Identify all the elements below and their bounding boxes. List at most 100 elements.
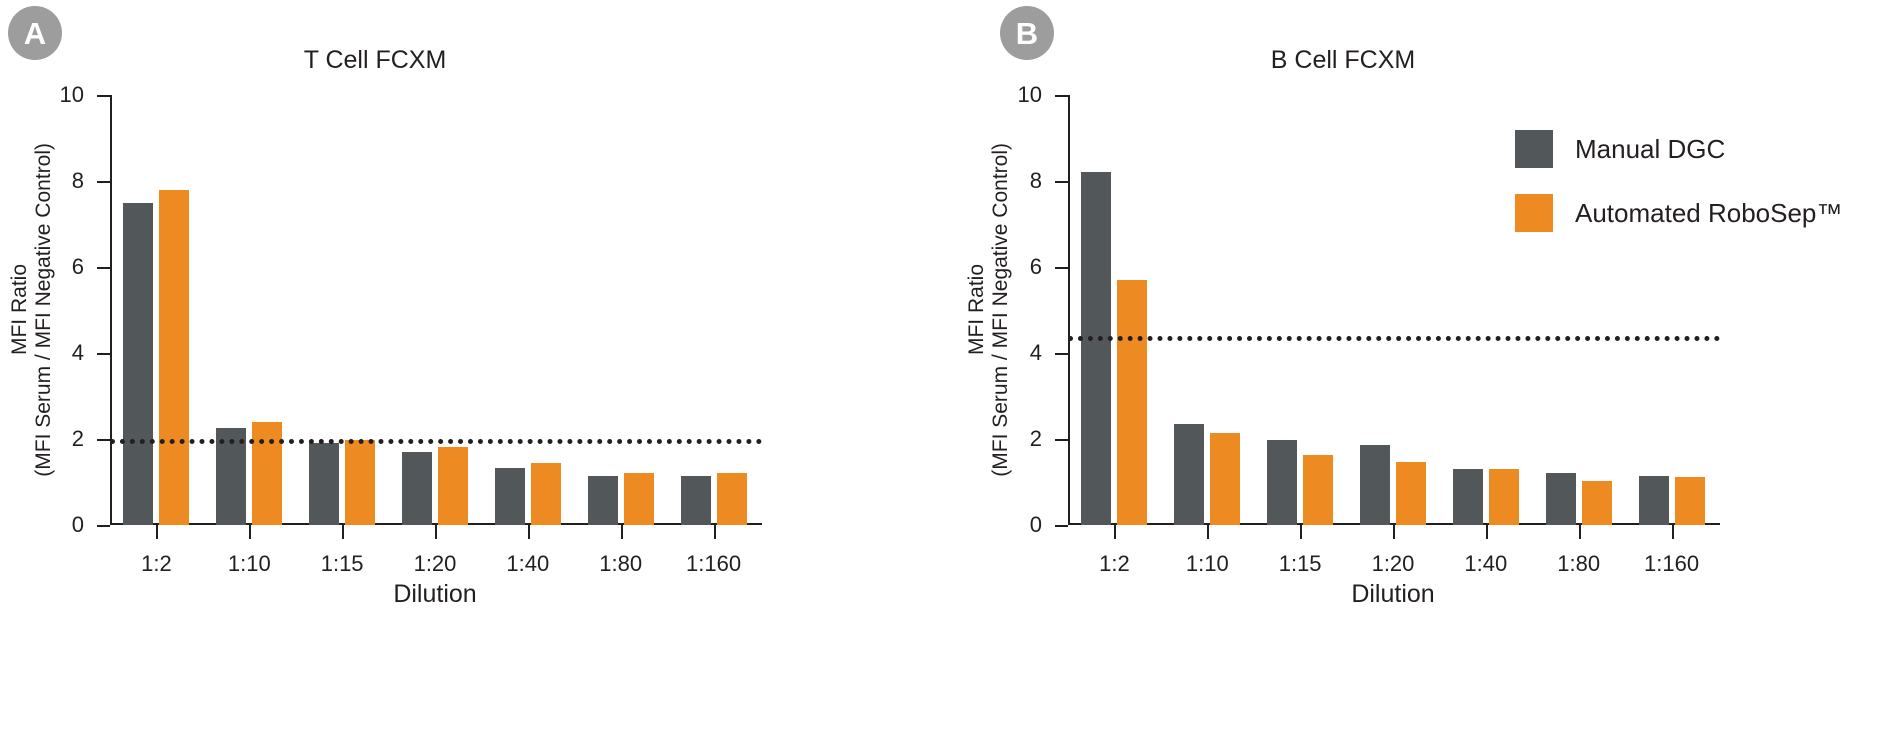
y-tick-label: 10 — [59, 82, 84, 107]
x-tick-label: 1:15 — [320, 551, 364, 576]
bar — [1581, 480, 1612, 525]
x-tick — [156, 525, 159, 539]
y-tick — [1055, 525, 1068, 527]
y-tick — [97, 353, 110, 355]
x-tick-label: 1:20 — [1371, 551, 1415, 576]
x-tick — [1300, 525, 1303, 539]
bar — [159, 189, 190, 525]
x-tick — [1393, 525, 1395, 539]
x-tick-label: 1:2 — [1099, 551, 1130, 576]
panel-b-y-axis-title-line2: (MFI Serum / MFI Negative Control) — [989, 143, 1012, 477]
bar — [1674, 476, 1705, 525]
bar — [1117, 279, 1148, 525]
x-tick-label: 1:2 — [141, 551, 172, 576]
x-tick-label: 1:80 — [599, 551, 643, 576]
threshold-line — [1068, 335, 1720, 341]
bar — [1360, 444, 1390, 525]
panel-b-y-axis — [1068, 95, 1070, 525]
bar — [1545, 472, 1576, 525]
x-tick — [1671, 525, 1674, 539]
panel-b: B B Cell FCXM MFI Ratio (MFI Serum / MFI… — [943, 0, 1886, 736]
bar — [1210, 432, 1241, 525]
x-tick — [1114, 525, 1117, 539]
y-tick — [97, 439, 110, 441]
x-tick — [1207, 525, 1210, 539]
bar — [1267, 440, 1298, 525]
panel-a-x-axis-title: Dilution — [393, 580, 477, 608]
bar — [216, 428, 247, 525]
x-tick — [713, 525, 716, 539]
y-tick-label: 0 — [1029, 512, 1042, 537]
x-tick — [527, 525, 530, 539]
panel-a-y-axis-title-line2: (MFI Serum / MFI Negative Control) — [32, 143, 55, 477]
y-tick — [97, 181, 110, 183]
x-tick-label: 1:40 — [506, 551, 550, 576]
bar — [1174, 423, 1205, 525]
panel-a: A T Cell FCXM MFI Ratio (MFI Serum / MFI… — [8, 6, 762, 608]
bar — [680, 476, 711, 525]
legend-swatch-automated-icon — [1515, 194, 1553, 232]
y-tick-label: 0 — [71, 512, 84, 537]
x-tick-label: 1:10 — [227, 551, 271, 576]
y-tick-label: 8 — [1029, 168, 1042, 193]
panel-b-badge: B — [1000, 6, 1054, 60]
panel-b-x-axis — [1068, 523, 1720, 525]
bar — [1303, 455, 1334, 525]
y-tick — [1055, 353, 1068, 355]
bar — [1638, 476, 1669, 525]
y-tick — [1055, 439, 1068, 441]
bar — [252, 421, 283, 525]
y-tick — [97, 525, 110, 527]
panel-a-plot-area: 0 2 4 6 8 10 1:2 1:10 1:15 1:20 1:40 1:80 1:160 — [60, 82, 762, 576]
panel-a-y-axis-title-line1: MFI Ratio — [8, 264, 31, 356]
legend-label-manual: Manual DGC — [1575, 133, 1726, 164]
y-tick-label: 8 — [71, 168, 84, 193]
threshold-line — [110, 439, 762, 444]
x-tick-label: 1:15 — [1278, 551, 1322, 576]
y-tick — [97, 267, 110, 269]
x-tick-label: 1:20 — [413, 551, 457, 576]
x-tick-label: 1:10 — [1185, 551, 1229, 576]
bar — [623, 473, 654, 525]
bar — [438, 446, 468, 525]
panel-b-y-axis-title-line1: MFI Ratio — [965, 264, 988, 356]
y-tick — [1055, 95, 1068, 97]
y-tick-label: 2 — [71, 426, 84, 451]
y-tick — [1055, 267, 1068, 269]
y-tick-label: 10 — [1017, 82, 1042, 107]
y-tick — [97, 95, 110, 97]
x-tick-label: 1:160 — [1644, 551, 1700, 576]
bar — [402, 451, 432, 525]
bar — [123, 202, 154, 525]
x-tick-label: 1:80 — [1557, 551, 1601, 576]
bar — [494, 467, 525, 525]
x-tick — [620, 525, 623, 539]
legend-swatch-manual-icon — [1515, 130, 1553, 168]
legend-label-automated: Automated RoboSep™ — [1575, 197, 1843, 228]
y-tick-label: 6 — [1029, 254, 1042, 279]
bar — [1488, 469, 1519, 525]
panel-a-y-axis — [110, 95, 112, 525]
x-tick — [435, 525, 437, 539]
bar — [716, 472, 747, 525]
panel-a-title: T Cell FCXM — [303, 46, 447, 74]
panel-a-badge: A — [8, 6, 62, 60]
bar — [1396, 461, 1426, 525]
y-tick-label: 6 — [71, 254, 84, 279]
x-tick-label: 1:40 — [1464, 551, 1508, 576]
bar — [530, 462, 561, 525]
x-tick-label: 1:160 — [686, 551, 742, 576]
y-tick-label: 4 — [1029, 340, 1042, 365]
panel-b-y-axis-title: MFI Ratio (MFI Serum / MFI Negative Cont… — [965, 95, 1013, 525]
panel-b-x-axis-title: Dilution — [1351, 580, 1435, 608]
bar — [345, 440, 376, 525]
legend: Manual DGC Automated RoboSep™ — [1515, 130, 1842, 258]
y-tick — [1055, 181, 1068, 183]
panel-b-plot-area: 0 2 4 6 8 10 1:2 1:10 1:15 1:20 1:40 1:80 1:160 — [1018, 82, 1720, 576]
panel-a-x-axis — [110, 523, 762, 525]
bar — [587, 475, 618, 525]
panel-a-y-axis-title: MFI Ratio (MFI Serum / MFI Negative Cont… — [8, 95, 56, 525]
legend-item-manual: Manual DGC — [1515, 130, 1842, 168]
y-tick-label: 4 — [71, 340, 84, 365]
